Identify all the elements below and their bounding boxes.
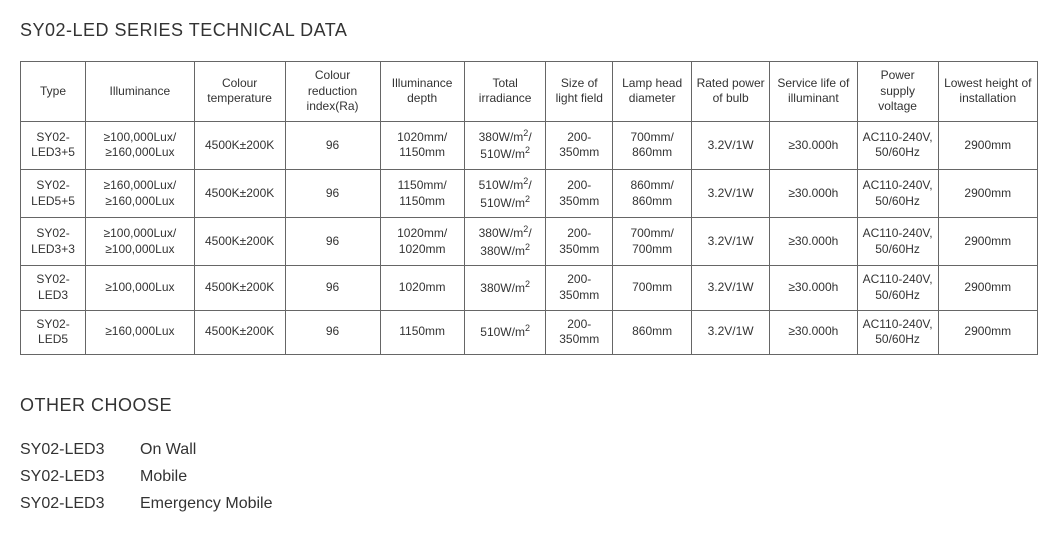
col-light-field: Size of light field	[546, 62, 613, 122]
cell-voltage: AC110-240V, 50/60Hz	[857, 310, 938, 354]
choose-model: SY02-LED3	[20, 463, 140, 490]
col-service-life: Service life of illuminant	[770, 62, 858, 122]
cell-type: SY02-LED5+5	[21, 169, 86, 217]
cell-rated-power: 3.2V/1W	[692, 218, 770, 266]
col-irradiance: Total irradiance	[464, 62, 546, 122]
cell-install-height: 2900mm	[938, 266, 1037, 310]
cell-light-field: 200-350mm	[546, 169, 613, 217]
cell-light-field: 200-350mm	[546, 121, 613, 169]
col-type: Type	[21, 62, 86, 122]
cell-irradiance: 380W/m2/ 510W/m2	[464, 121, 546, 169]
cell-depth: 1020mm	[380, 266, 464, 310]
cell-service-life: ≥30.000h	[770, 169, 858, 217]
table-row: SY02-LED3≥100,000Lux4500K±200K961020mm38…	[21, 266, 1038, 310]
cell-head-diameter: 700mm/ 860mm	[613, 121, 692, 169]
col-depth: Illuminance depth	[380, 62, 464, 122]
cell-depth: 1020mm/ 1150mm	[380, 121, 464, 169]
cell-irradiance: 380W/m2	[464, 266, 546, 310]
cell-service-life: ≥30.000h	[770, 266, 858, 310]
cell-voltage: AC110-240V, 50/60Hz	[857, 169, 938, 217]
cell-illuminance: ≥100,000Lux/ ≥100,000Lux	[86, 218, 195, 266]
cell-cri: 96	[285, 218, 380, 266]
table-row: SY02-LED5≥160,000Lux4500K±200K961150mm51…	[21, 310, 1038, 354]
choose-variant: On Wall	[140, 436, 196, 463]
table-row: SY02-LED5+5≥160,000Lux/ ≥160,000Lux4500K…	[21, 169, 1038, 217]
col-voltage: Power supply voltage	[857, 62, 938, 122]
cell-voltage: AC110-240V, 50/60Hz	[857, 218, 938, 266]
col-head-diameter: Lamp head diameter	[613, 62, 692, 122]
cell-head-diameter: 700mm/ 700mm	[613, 218, 692, 266]
cell-type: SY02-LED3+5	[21, 121, 86, 169]
cell-light-field: 200-350mm	[546, 310, 613, 354]
cell-colour-temp: 4500K±200K	[194, 310, 285, 354]
col-install-height: Lowest height of installation	[938, 62, 1037, 122]
cell-rated-power: 3.2V/1W	[692, 266, 770, 310]
cell-service-life: ≥30.000h	[770, 218, 858, 266]
cell-cri: 96	[285, 169, 380, 217]
cell-illuminance: ≥100,000Lux	[86, 266, 195, 310]
cell-type: SY02-LED3	[21, 266, 86, 310]
table-row: SY02-LED3+5≥100,000Lux/ ≥160,000Lux4500K…	[21, 121, 1038, 169]
cell-irradiance: 380W/m2/ 380W/m2	[464, 218, 546, 266]
choose-model: SY02-LED3	[20, 436, 140, 463]
other-choose-title: OTHER CHOOSE	[20, 395, 1038, 416]
cell-install-height: 2900mm	[938, 169, 1037, 217]
cell-voltage: AC110-240V, 50/60Hz	[857, 121, 938, 169]
cell-irradiance: 510W/m2/ 510W/m2	[464, 169, 546, 217]
table-header-row: Type Illuminance Colour temperature Colo…	[21, 62, 1038, 122]
choose-item: SY02-LED3Emergency Mobile	[20, 490, 1038, 517]
table-row: SY02-LED3+3≥100,000Lux/ ≥100,000Lux4500K…	[21, 218, 1038, 266]
cell-depth: 1150mm	[380, 310, 464, 354]
cell-service-life: ≥30.000h	[770, 310, 858, 354]
choose-variant: Mobile	[140, 463, 187, 490]
choose-item: SY02-LED3On Wall	[20, 436, 1038, 463]
cell-head-diameter: 860mm/ 860mm	[613, 169, 692, 217]
col-illuminance: Illuminance	[86, 62, 195, 122]
cell-depth: 1020mm/ 1020mm	[380, 218, 464, 266]
cell-depth: 1150mm/ 1150mm	[380, 169, 464, 217]
cell-irradiance: 510W/m2	[464, 310, 546, 354]
cell-illuminance: ≥160,000Lux/ ≥160,000Lux	[86, 169, 195, 217]
cell-cri: 96	[285, 266, 380, 310]
cell-light-field: 200-350mm	[546, 266, 613, 310]
cell-install-height: 2900mm	[938, 310, 1037, 354]
cell-illuminance: ≥100,000Lux/ ≥160,000Lux	[86, 121, 195, 169]
cell-type: SY02-LED5	[21, 310, 86, 354]
cell-head-diameter: 860mm	[613, 310, 692, 354]
other-choose-list: SY02-LED3On WallSY02-LED3MobileSY02-LED3…	[20, 436, 1038, 518]
cell-rated-power: 3.2V/1W	[692, 169, 770, 217]
col-colour-temp: Colour temperature	[194, 62, 285, 122]
technical-data-table: Type Illuminance Colour temperature Colo…	[20, 61, 1038, 355]
choose-variant: Emergency Mobile	[140, 490, 273, 517]
page-title: SY02-LED SERIES TECHNICAL DATA	[20, 20, 1038, 41]
col-rated-power: Rated power of bulb	[692, 62, 770, 122]
cell-colour-temp: 4500K±200K	[194, 169, 285, 217]
cell-colour-temp: 4500K±200K	[194, 121, 285, 169]
cell-rated-power: 3.2V/1W	[692, 121, 770, 169]
cell-light-field: 200-350mm	[546, 218, 613, 266]
cell-install-height: 2900mm	[938, 218, 1037, 266]
cell-cri: 96	[285, 310, 380, 354]
choose-item: SY02-LED3Mobile	[20, 463, 1038, 490]
cell-head-diameter: 700mm	[613, 266, 692, 310]
col-cri: Colour reduction index(Ra)	[285, 62, 380, 122]
cell-service-life: ≥30.000h	[770, 121, 858, 169]
cell-illuminance: ≥160,000Lux	[86, 310, 195, 354]
cell-colour-temp: 4500K±200K	[194, 266, 285, 310]
cell-install-height: 2900mm	[938, 121, 1037, 169]
cell-cri: 96	[285, 121, 380, 169]
cell-voltage: AC110-240V, 50/60Hz	[857, 266, 938, 310]
cell-colour-temp: 4500K±200K	[194, 218, 285, 266]
cell-type: SY02-LED3+3	[21, 218, 86, 266]
cell-rated-power: 3.2V/1W	[692, 310, 770, 354]
choose-model: SY02-LED3	[20, 490, 140, 517]
